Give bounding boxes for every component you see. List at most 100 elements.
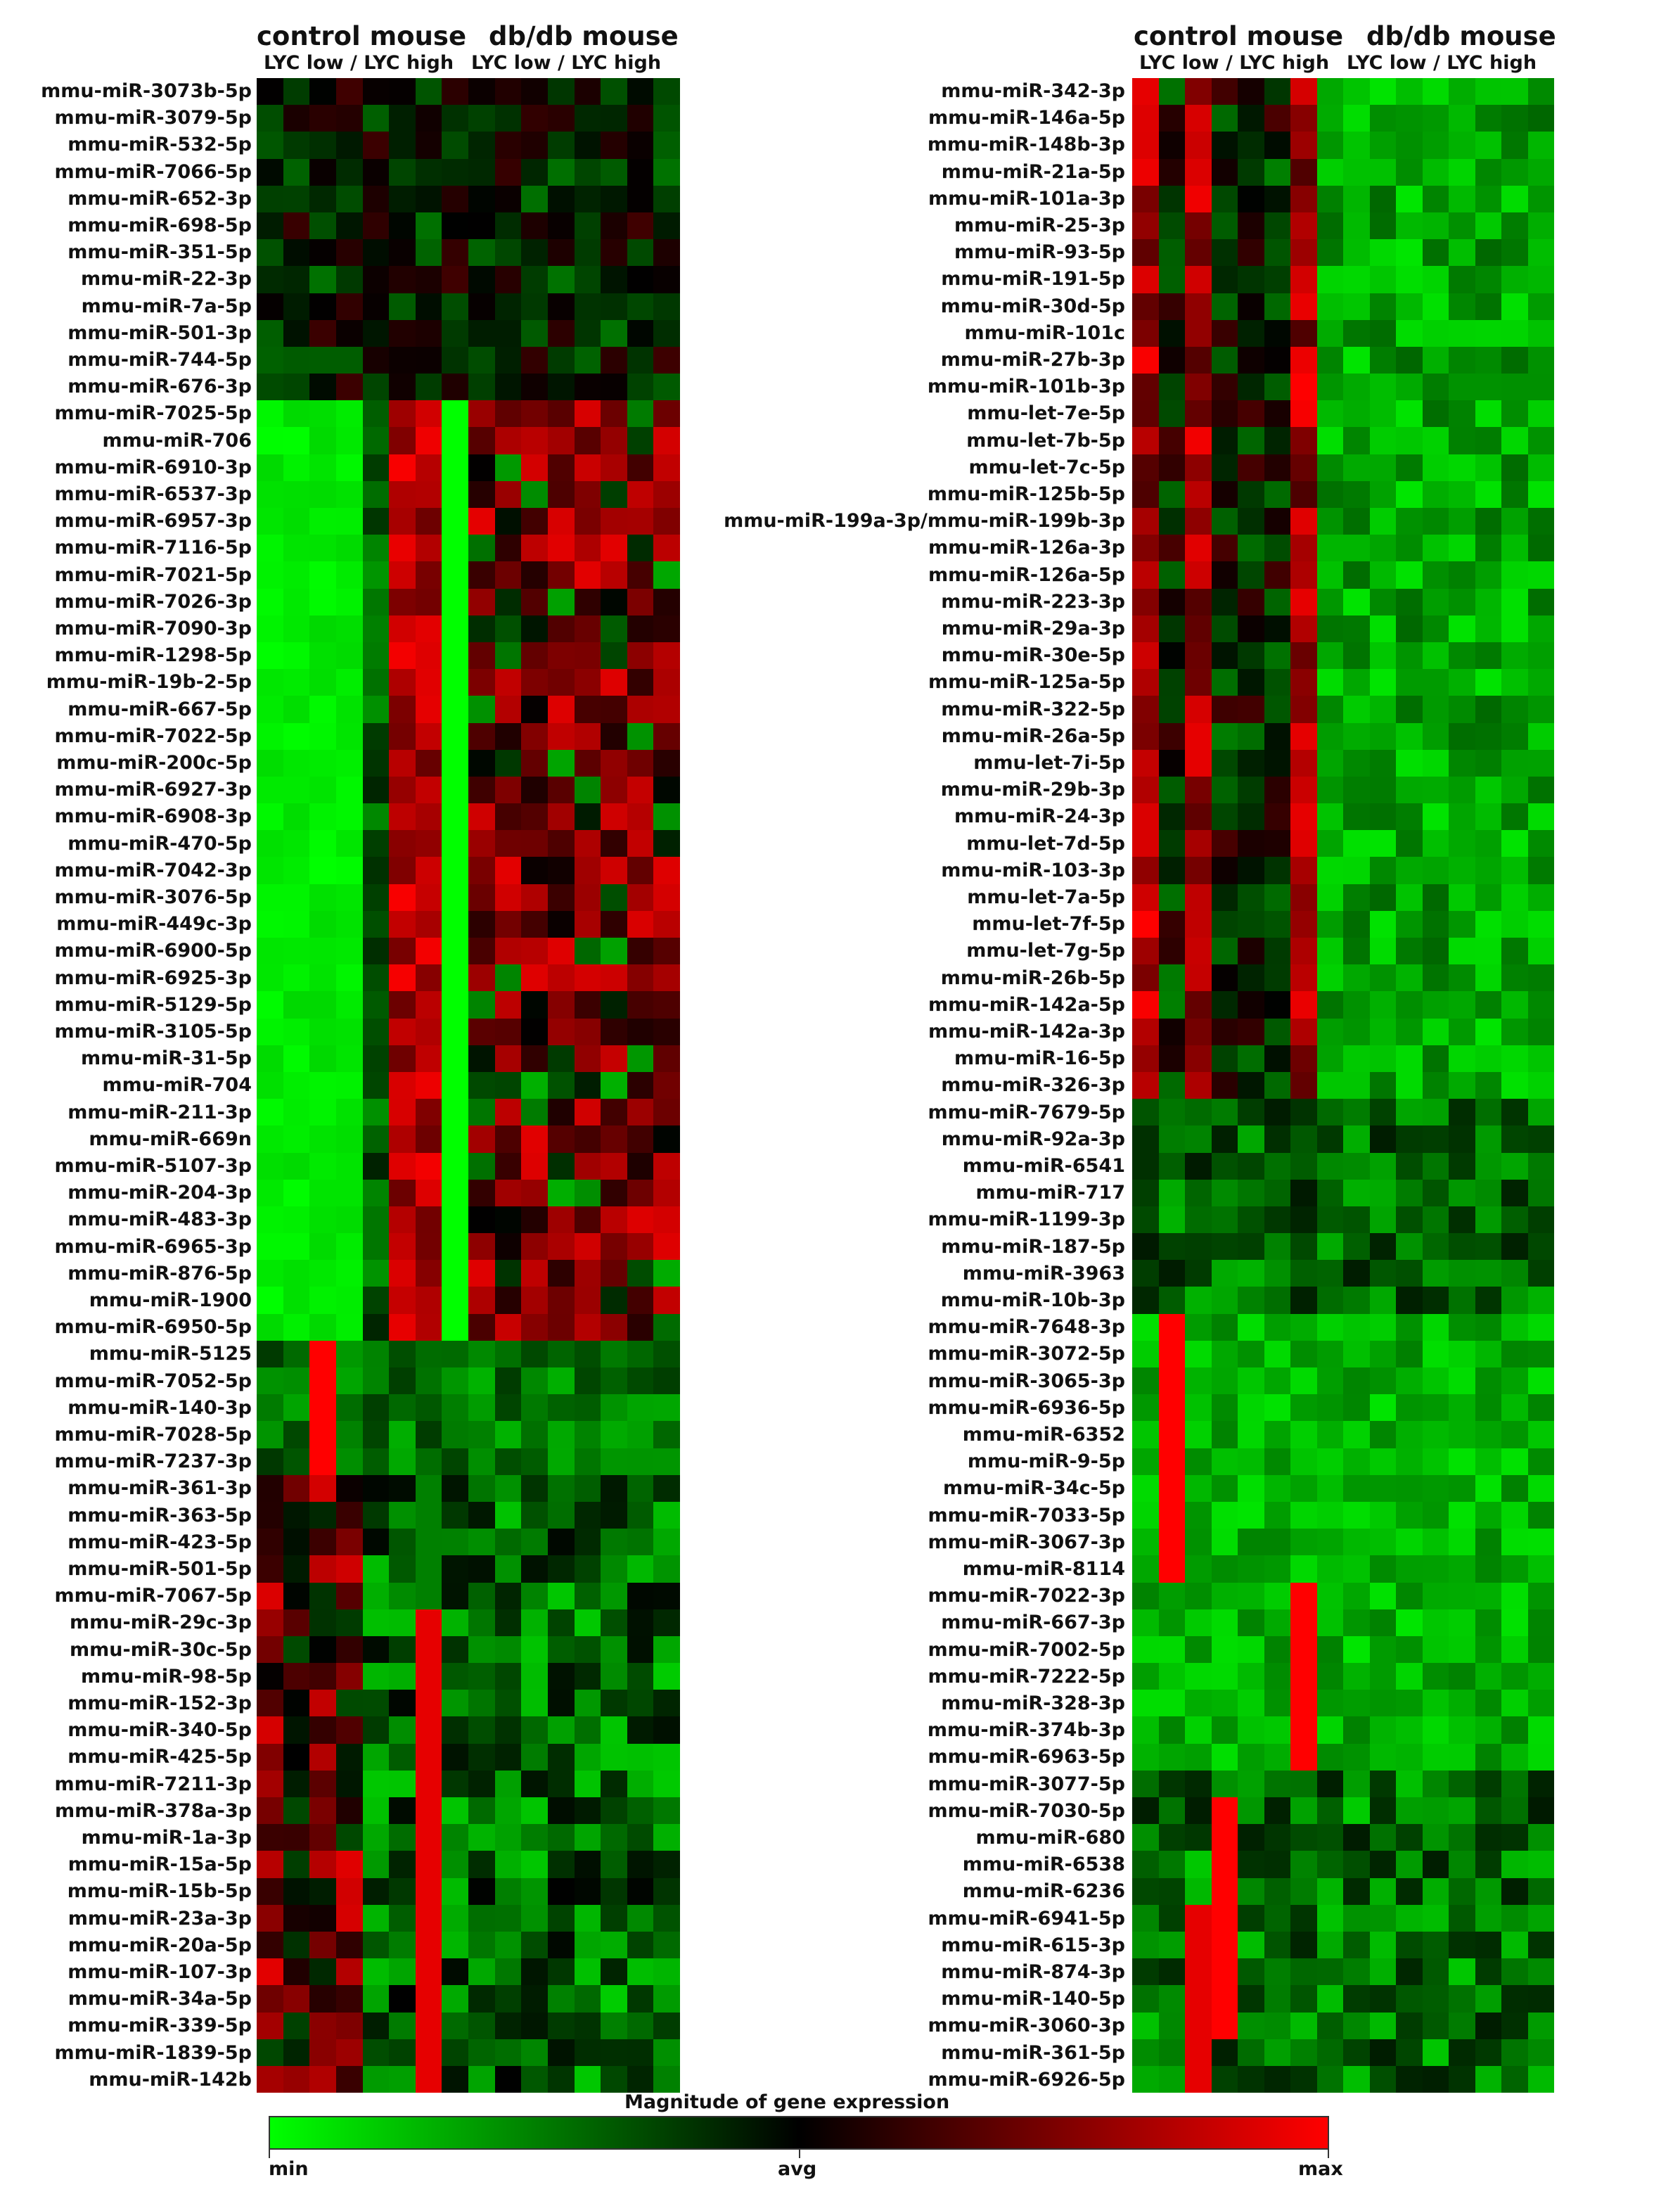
heatmap-cell xyxy=(1211,427,1238,454)
heatmap-cell xyxy=(442,1448,468,1475)
heatmap-cell xyxy=(1290,105,1317,132)
heatmap-cell xyxy=(1422,1099,1449,1126)
heatmap-cell xyxy=(653,1609,680,1636)
heatmap-cell xyxy=(1290,427,1317,454)
heatmap-cell xyxy=(653,1474,680,1502)
heatmap-cell xyxy=(547,1958,575,1986)
heatmap-cell xyxy=(283,293,310,320)
heatmap-cell xyxy=(1211,374,1238,401)
heatmap-cell xyxy=(1264,1985,1290,2013)
heatmap-cell xyxy=(442,1501,468,1529)
heatmap-cell xyxy=(1132,1474,1159,1502)
heatmap-cell xyxy=(601,78,627,106)
heatmap-cell xyxy=(1211,830,1238,857)
heatmap-cell xyxy=(335,1071,363,1099)
heatmap-cell xyxy=(1501,1824,1528,1851)
heatmap-cell xyxy=(442,1179,468,1206)
right-row-label: mmu-miR-142a-3p xyxy=(928,1021,1125,1042)
heatmap-cell xyxy=(335,1260,363,1287)
heatmap-cell xyxy=(653,1690,680,1717)
heatmap-cell xyxy=(442,105,468,132)
heatmap-cell xyxy=(1185,480,1212,508)
heatmap-cell xyxy=(1185,319,1212,347)
legend-color-bar xyxy=(269,2116,1329,2150)
heatmap-cell xyxy=(389,910,416,938)
heatmap-cell xyxy=(1238,1045,1264,1072)
heatmap-cell xyxy=(283,749,310,777)
heatmap-cell xyxy=(335,1125,363,1153)
heatmap-cell xyxy=(1343,1529,1370,1556)
heatmap-cell xyxy=(389,2039,416,2066)
heatmap-cell xyxy=(415,1904,442,1932)
heatmap-cell xyxy=(521,1152,548,1180)
heatmap-cell xyxy=(468,1904,495,1932)
left-row-label: mmu-miR-15a-5p xyxy=(68,1854,252,1876)
heatmap-cell xyxy=(1290,1609,1317,1636)
heatmap-cell xyxy=(1449,1099,1475,1126)
heatmap-cell xyxy=(653,642,680,670)
heatmap-cell xyxy=(362,2012,390,2039)
heatmap-cell xyxy=(1422,1045,1449,1072)
heatmap-cell xyxy=(1396,1635,1423,1664)
heatmap-cell xyxy=(362,1018,390,1045)
heatmap-cell xyxy=(335,1797,363,1825)
heatmap-cell xyxy=(574,1931,601,1959)
heatmap-cell xyxy=(1290,1367,1317,1395)
heatmap-cell xyxy=(653,1448,680,1475)
heatmap-cell xyxy=(389,830,416,857)
heatmap-cell xyxy=(521,239,548,267)
heatmap-cell xyxy=(1369,1099,1396,1126)
heatmap-cell xyxy=(389,1287,416,1314)
heatmap-cell xyxy=(1369,2039,1396,2066)
left-group-title-0: control mouse xyxy=(257,21,467,51)
heatmap-cell xyxy=(283,1045,310,1072)
heatmap-cell xyxy=(442,2039,468,2066)
heatmap-cell xyxy=(1475,749,1501,777)
heatmap-cell xyxy=(1185,669,1212,696)
heatmap-cell xyxy=(309,1931,336,1959)
heatmap-cell xyxy=(547,293,575,320)
heatmap-cell xyxy=(494,1743,522,1771)
heatmap-cell xyxy=(442,1555,468,1583)
heatmap-cell xyxy=(1343,212,1370,240)
heatmap-cell xyxy=(1185,1931,1212,1959)
heatmap-cell xyxy=(627,239,654,267)
heatmap-cell xyxy=(415,78,442,106)
heatmap-cell xyxy=(1264,2039,1290,2066)
heatmap-cell xyxy=(1527,1421,1554,1448)
heatmap-cell xyxy=(389,1045,416,1072)
heatmap-cell xyxy=(521,857,548,884)
heatmap-cell xyxy=(574,964,601,992)
heatmap-cell xyxy=(1396,1474,1423,1502)
right-row-label: mmu-miR-3060-3p xyxy=(928,2015,1125,2037)
heatmap-cell xyxy=(362,212,390,240)
heatmap-cell xyxy=(1238,615,1264,642)
heatmap-cell xyxy=(1475,1851,1501,1878)
heatmap-cell xyxy=(1158,454,1185,481)
heatmap-cell xyxy=(362,454,390,481)
heatmap-cell xyxy=(494,266,522,293)
heatmap-cell xyxy=(1422,346,1449,374)
heatmap-cell xyxy=(1343,1743,1370,1771)
heatmap-cell xyxy=(494,1206,522,1234)
heatmap-cell xyxy=(1316,910,1343,938)
heatmap-cell xyxy=(442,1206,468,1234)
heatmap-cell xyxy=(1343,1474,1370,1502)
heatmap-cell xyxy=(1343,1877,1370,1905)
heatmap-cell xyxy=(257,535,283,562)
heatmap-cell xyxy=(389,1501,416,1529)
right-row-label: mmu-miR-27b-3p xyxy=(940,349,1125,371)
heatmap-cell xyxy=(1369,266,1396,293)
heatmap-cell xyxy=(1369,938,1396,965)
heatmap-cell xyxy=(468,938,495,965)
heatmap-cell xyxy=(1238,884,1264,911)
heatmap-cell xyxy=(1369,1663,1396,1690)
heatmap-cell xyxy=(653,830,680,857)
heatmap-cell xyxy=(601,374,627,401)
heatmap-cell xyxy=(1501,1206,1528,1234)
heatmap-cell xyxy=(653,669,680,696)
heatmap-cell xyxy=(309,1904,336,1932)
heatmap-cell xyxy=(1449,669,1475,696)
heatmap-cell xyxy=(1238,293,1264,320)
heatmap-cell xyxy=(1343,1716,1370,1744)
